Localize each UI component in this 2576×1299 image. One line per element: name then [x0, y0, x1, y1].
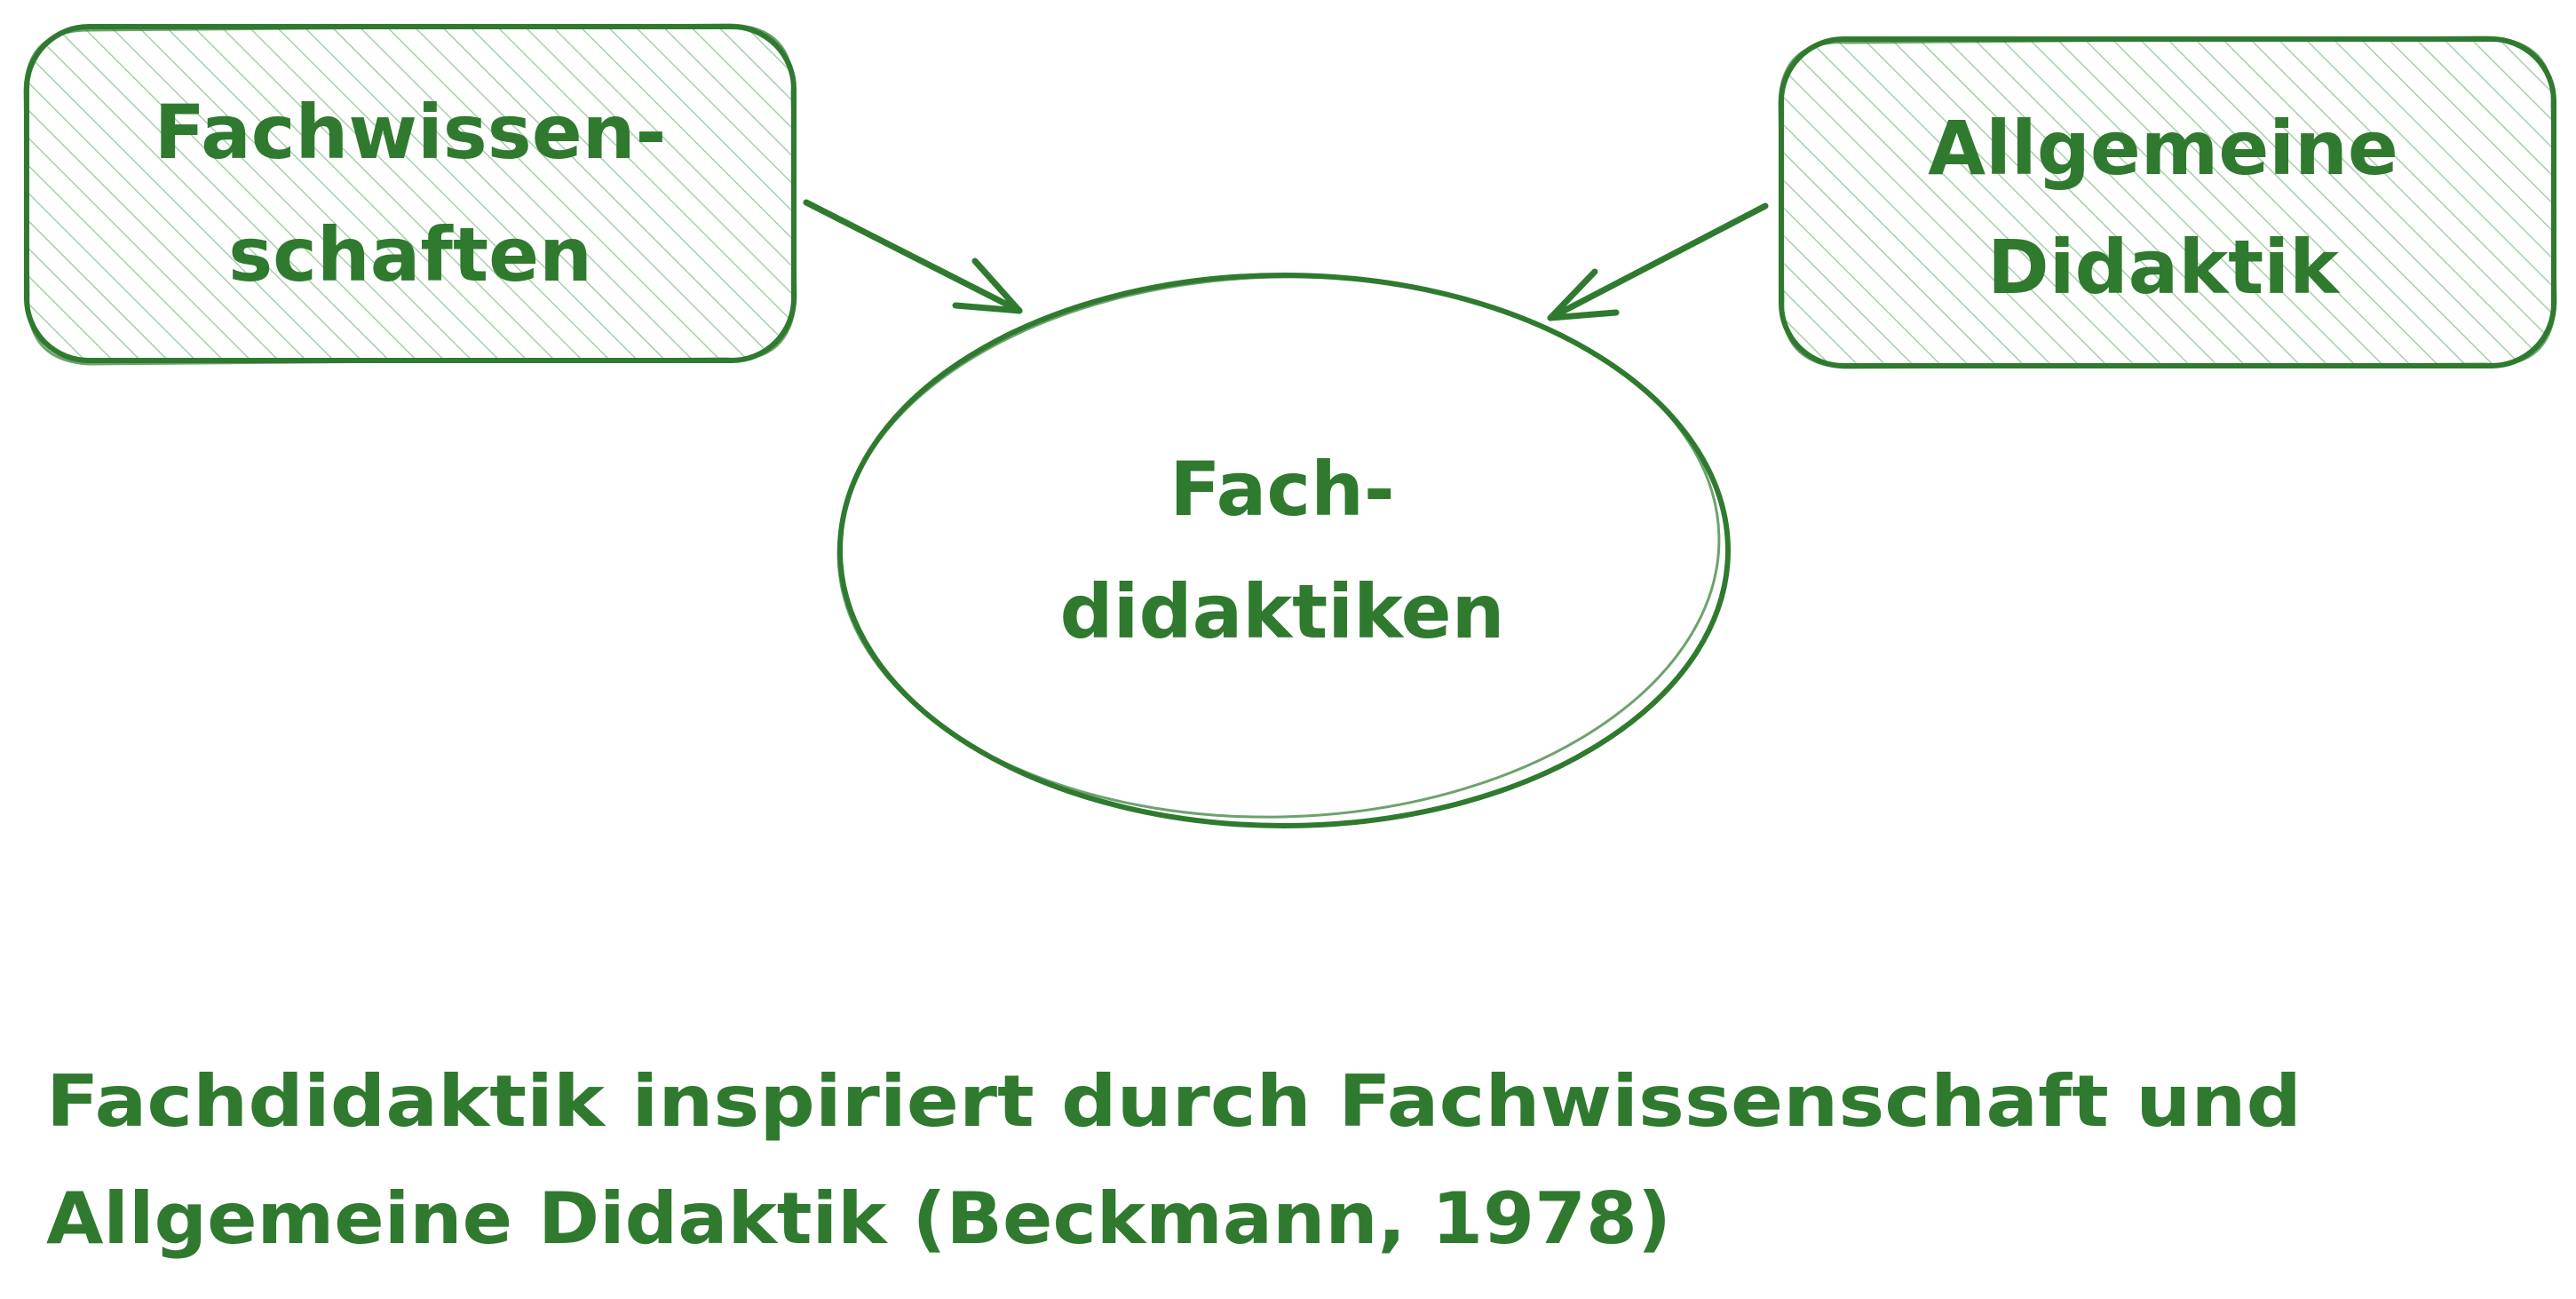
arrow-left-head [952, 257, 1023, 314]
arrow-allgemeine-didaktik-to-fachdidaktiken [1547, 202, 1769, 321]
node-allgemeine-didaktik: Allgemeine Didaktik [1778, 36, 2557, 369]
fachwissenschaften-label-line1: Fachwissen- [155, 89, 667, 176]
fachdidaktiken-label-line2: didaktiken [1060, 568, 1505, 655]
arrow-fachwissenschaften-to-fachdidaktiken [803, 199, 1023, 314]
fachwissenschaften-hatch-fill [27, 27, 794, 360]
allgemeine-didaktik-box-sketch-stroke [1778, 36, 2557, 369]
allgemeine-didaktik-label-line2: Didaktik [1987, 224, 2341, 311]
caption: Fachdidaktik inspiriert durch Fachwissen… [46, 1060, 2302, 1260]
fachdidaktiken-label-line1: Fach- [1169, 446, 1395, 533]
fachdidaktiken-ellipse [837, 273, 1731, 828]
fachwissenschaften-label-line2: schaften [228, 211, 592, 298]
caption-line2: Allgemeine Didaktik (Beckmann, 1978) [46, 1177, 1671, 1260]
allgemeine-didaktik-hatch-fill [1781, 39, 2554, 366]
node-fachdidaktiken: Fach- didaktiken [836, 273, 1731, 828]
allgemeine-didaktik-label-line1: Allgemeine [1928, 105, 2398, 192]
node-fachwissenschaften: Fachwissen- schaften [23, 23, 797, 366]
fachwissenschaften-box-sketch-stroke [23, 23, 797, 366]
fachdidaktiken-ellipse-sketch-stroke [836, 275, 1721, 819]
caption-line1: Fachdidaktik inspiriert durch Fachwissen… [46, 1060, 2302, 1143]
arrow-right-shaft [1547, 202, 1769, 321]
arrow-left-shaft [803, 199, 1023, 314]
arrow-right-head [1547, 268, 1620, 321]
